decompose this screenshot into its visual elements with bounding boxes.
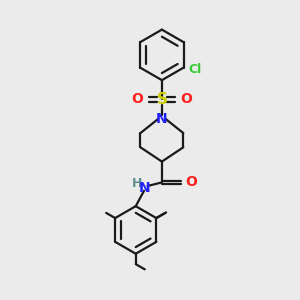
- Text: N: N: [156, 112, 168, 126]
- Text: O: O: [131, 92, 143, 106]
- Text: O: O: [181, 92, 193, 106]
- Text: N: N: [139, 181, 151, 195]
- Text: O: O: [185, 176, 197, 189]
- Text: H: H: [132, 177, 143, 190]
- Text: Cl: Cl: [188, 62, 202, 76]
- Text: S: S: [156, 92, 167, 107]
